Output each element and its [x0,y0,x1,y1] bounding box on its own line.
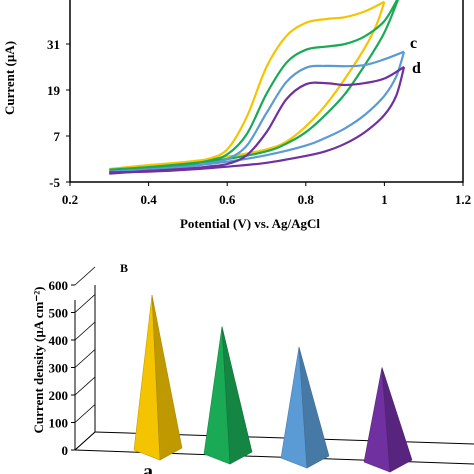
panel-a-x-axis-label: Potential (V) vs. Ag/AgCl [180,216,320,231]
pyramid-b [203,326,253,465]
panel-a-y-axis-label: Current (µA) [2,41,17,115]
pyramid-d-right-face [381,367,413,473]
panel-b-label: B [120,261,128,275]
pyramid-c [280,346,330,469]
panel-a-y-ticks: -5 7 19 31 [47,37,70,190]
cv-curve-c-reverse [109,51,406,173]
panel-b-gridline [74,266,96,286]
cv-curve-b-reverse [109,0,400,171]
panel-a-y-tick-label: 19 [47,83,61,98]
pyramid-c-right-face [298,346,330,469]
panel-a-curves [109,0,406,175]
panel-a-y-tick-label: 31 [47,37,60,52]
panel-b-gridline [74,376,96,396]
panel-a-x-tick-label: 1 [381,192,388,207]
panel-a-x-tick-label: 0.2 [62,192,78,207]
panel-b-gridline [74,431,96,451]
cv-curve-a-reverse [109,1,386,171]
panel-b-gridline [74,294,96,313]
panel-b-y-tick-label: 500 [49,306,69,321]
panel-a-x-tick-label: 1.2 [455,192,471,207]
panel-b-y-tick-label: 400 [49,333,69,348]
panel-b-pyramids [133,294,413,473]
panel-a-cv-chart: 0.2 0.4 0.6 0.8 1 1.2 -5 7 19 31 c d Potential (… [2,0,471,231]
panel-b-y-tick-label: 600 [49,278,69,293]
cv-curve-d-forward [109,66,405,175]
panel-b-y-tick-label: 0 [62,443,69,458]
panel-a-y-tick-label: -5 [49,175,60,190]
cv-curve-b-forward [109,0,399,174]
panel-b-gridline [74,404,96,423]
panel-b-y-axis-label: Current density (µA cm⁻²) [31,287,46,434]
curve-label-d: d [412,60,421,77]
panel-b-y-tick-label: 200 [49,388,69,403]
panel-a-x-tick-label: 0.8 [298,192,315,207]
panel-b-floor-front [74,449,474,465]
panel-a-x-ticks: 0.2 0.4 0.6 0.8 1 1.2 [62,182,471,207]
panel-b-pyramid-chart: B 0 100 200 300 400 500 600 a Current density … [31,261,474,474]
panel-b-category-label-a: a [143,461,153,474]
panel-a-y-tick-label: 7 [54,129,61,144]
panel-b-gridline [74,321,96,341]
pyramid-a-right-face [151,294,183,461]
panel-b-gridline [74,349,96,368]
pyramid-a [133,294,183,461]
panel-a-x-tick-label: 0.4 [140,192,157,207]
panel-a-x-tick-label: 0.6 [219,192,236,207]
cv-curve-d-reverse [109,66,406,174]
pyramid-b-right-face [221,326,253,465]
panel-b-y-ticks: 0 100 200 300 400 500 600 [49,278,75,458]
curve-label-c: c [410,35,417,52]
panel-b-gridlines [74,266,96,451]
panel-b-y-tick-label: 100 [49,416,69,431]
panel-b-y-tick-label: 300 [49,361,69,376]
pyramid-d [363,367,413,473]
